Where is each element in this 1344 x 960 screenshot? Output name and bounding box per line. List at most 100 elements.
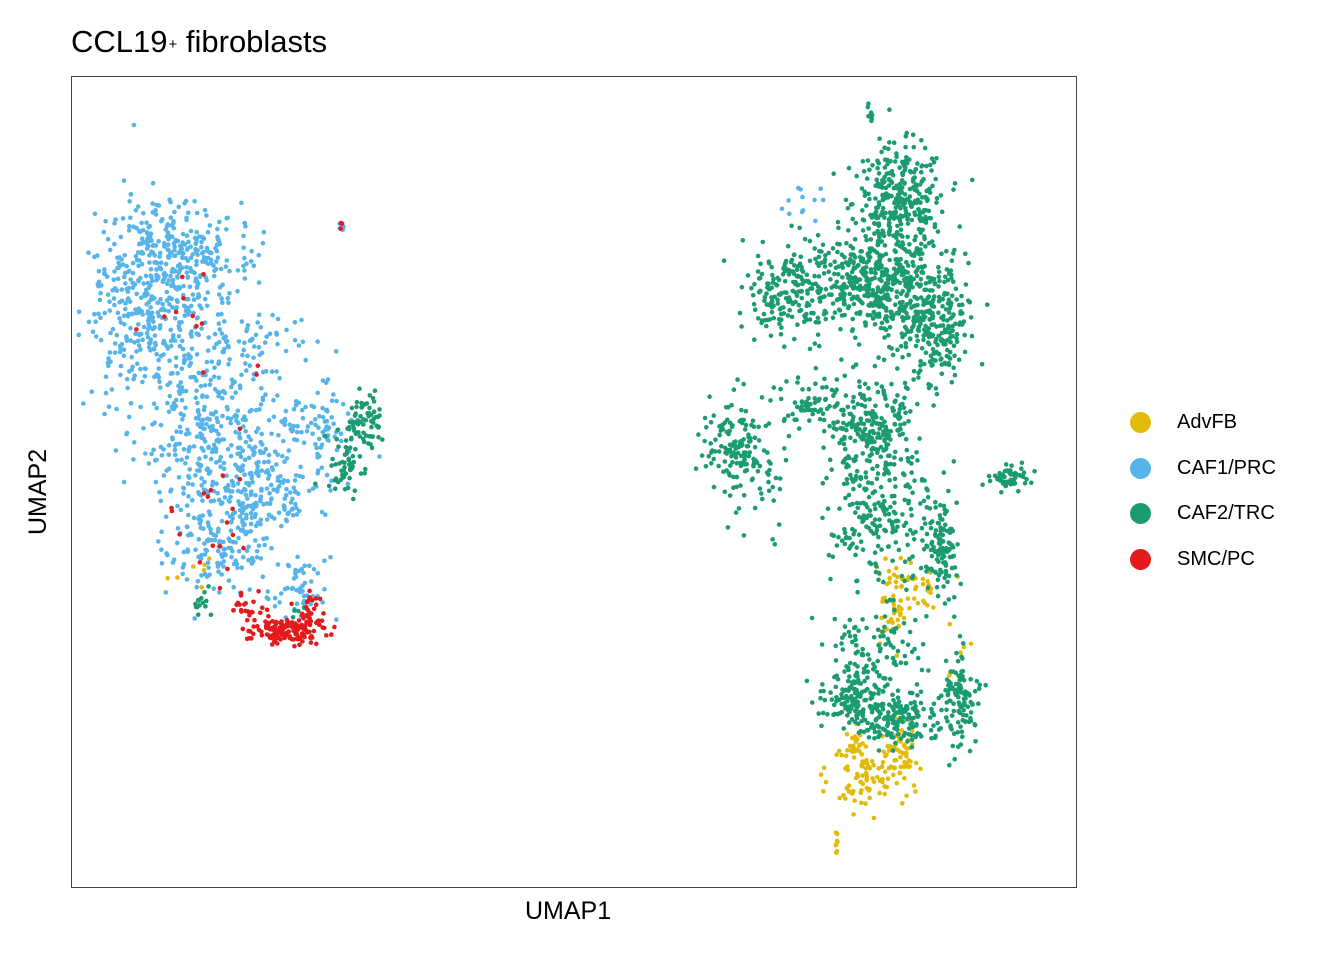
data-point	[907, 556, 912, 562]
data-point	[880, 212, 885, 218]
data-point	[861, 760, 867, 766]
data-point	[158, 296, 163, 302]
data-point	[141, 240, 147, 245]
data-point	[239, 372, 244, 378]
data-point	[107, 247, 113, 253]
data-point	[228, 528, 234, 534]
data-point	[830, 554, 836, 559]
data-point	[771, 303, 776, 309]
data-point	[244, 548, 250, 553]
data-point	[922, 361, 927, 367]
legend-item: CAF1/PRC	[1130, 446, 1276, 492]
data-point	[928, 162, 933, 168]
data-point	[775, 297, 780, 302]
data-point	[885, 682, 890, 687]
data-point	[893, 540, 899, 545]
data-point	[212, 365, 217, 371]
data-point	[856, 532, 862, 537]
data-point	[208, 456, 214, 462]
data-point	[235, 464, 240, 470]
data-point	[879, 764, 885, 769]
data-point	[149, 451, 154, 457]
data-point	[185, 481, 191, 486]
data-point	[865, 669, 871, 675]
data-point	[194, 434, 200, 440]
data-point	[226, 536, 232, 541]
data-point	[923, 244, 928, 249]
data-point	[861, 421, 867, 427]
data-point	[760, 496, 765, 502]
data-point	[933, 386, 939, 391]
data-point	[358, 471, 364, 476]
data-point	[300, 639, 305, 644]
data-point	[349, 435, 354, 441]
data-point	[893, 270, 899, 275]
data-point	[894, 294, 899, 300]
data-point	[188, 244, 193, 250]
data-point	[274, 369, 279, 374]
data-point	[167, 302, 172, 307]
data-point	[850, 327, 855, 332]
data-point	[893, 205, 899, 210]
data-point	[882, 614, 888, 619]
data-point	[183, 461, 188, 466]
data-point	[802, 408, 807, 413]
data-point	[997, 470, 1002, 476]
data-point	[217, 285, 223, 290]
data-point	[172, 338, 178, 343]
data-point	[893, 209, 899, 215]
data-point	[266, 452, 272, 458]
data-point	[874, 215, 879, 221]
data-point	[870, 316, 876, 321]
data-point	[894, 780, 900, 786]
data-point	[311, 628, 317, 634]
data-point	[242, 457, 248, 463]
data-point	[862, 678, 867, 684]
data-point	[950, 334, 955, 339]
data-point	[877, 790, 882, 796]
data-point	[93, 319, 98, 324]
data-point	[866, 286, 872, 292]
data-point	[966, 719, 972, 725]
data-point	[240, 352, 245, 358]
data-point	[323, 512, 328, 517]
data-point	[755, 253, 761, 259]
data-point	[785, 243, 791, 249]
data-point	[887, 297, 892, 302]
data-point	[905, 542, 910, 548]
data-point	[253, 492, 258, 498]
data-point	[213, 245, 218, 251]
data-point	[164, 468, 169, 473]
data-point	[905, 216, 910, 222]
data-point	[320, 414, 326, 420]
data-point	[907, 200, 913, 205]
data-point	[823, 316, 828, 322]
data-point	[216, 393, 221, 399]
data-point	[206, 565, 211, 571]
data-point	[925, 300, 930, 305]
data-point	[872, 275, 877, 281]
data-point	[206, 509, 212, 514]
data-point	[918, 363, 923, 368]
data-point	[329, 415, 335, 420]
data-point	[1019, 460, 1025, 466]
data-point	[766, 421, 772, 426]
data-point	[249, 555, 255, 561]
data-point	[192, 199, 197, 204]
data-point	[919, 346, 925, 351]
data-point	[92, 311, 97, 317]
data-point	[218, 464, 223, 470]
data-point	[240, 517, 245, 523]
data-point	[880, 760, 886, 765]
data-point	[842, 312, 847, 318]
data-point	[196, 332, 201, 338]
data-point	[957, 710, 963, 716]
data-point	[172, 244, 177, 249]
data-point	[112, 302, 117, 308]
data-point	[210, 543, 216, 548]
data-point	[144, 287, 149, 293]
data-point	[820, 515, 825, 521]
data-point	[898, 422, 903, 428]
data-point	[274, 330, 279, 336]
data-point	[729, 453, 734, 459]
